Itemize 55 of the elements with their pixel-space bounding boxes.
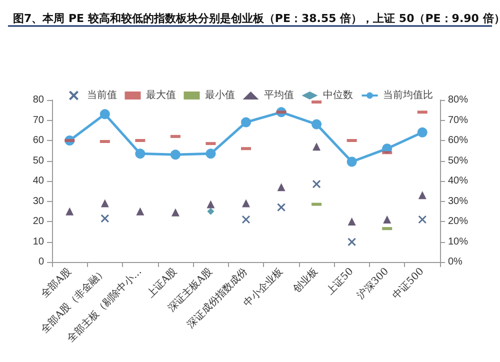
y-tick-label: 0 xyxy=(38,256,44,268)
y-tick-label: 50 xyxy=(32,155,44,166)
point xyxy=(383,215,392,224)
y2-tick-label: 40% xyxy=(448,176,468,186)
y2-tick-label: 30% xyxy=(448,196,468,207)
point xyxy=(135,148,146,159)
point xyxy=(348,218,356,226)
point xyxy=(171,208,180,216)
x-tick-label: 上证50 xyxy=(324,265,356,298)
point xyxy=(418,191,426,200)
point xyxy=(418,215,427,224)
y2-tick-label: 60% xyxy=(448,135,468,146)
point xyxy=(206,148,216,159)
point xyxy=(346,156,357,167)
legend-label: 当前均值比 xyxy=(382,89,433,101)
point xyxy=(241,117,251,128)
point xyxy=(136,207,144,216)
point xyxy=(100,199,109,208)
point xyxy=(277,203,286,212)
y-tick-label: 60 xyxy=(32,135,44,146)
y-tick-label: 10 xyxy=(32,236,44,248)
point xyxy=(170,150,180,160)
legend-label: 平均值 xyxy=(264,89,294,101)
point xyxy=(66,207,74,216)
y2-tick-label: 70% xyxy=(448,114,468,126)
point xyxy=(100,214,110,223)
y2-tick-label: 80% xyxy=(448,94,468,106)
legend-label: 最小值 xyxy=(204,89,235,101)
point xyxy=(100,109,110,120)
point xyxy=(207,208,214,215)
point xyxy=(348,238,356,246)
y2-tick-label: 10% xyxy=(448,236,468,248)
x-tick-label: 中证500 xyxy=(390,265,426,302)
point xyxy=(277,183,286,192)
y2-tick-label: 20% xyxy=(448,216,468,227)
x-tick-label: 创业板 xyxy=(290,265,320,296)
y-tick-label: 30 xyxy=(32,196,44,207)
y-tick-label: 80 xyxy=(32,94,44,106)
legend-label: 当前值 xyxy=(86,89,117,101)
y-tick-label: 40 xyxy=(32,176,44,186)
chart-title: 图7、本周 PE 较高和较低的指数板块分别是创业板（PE：38.55 倍），上证 50（PE：9.90 倍） xyxy=(13,12,500,25)
point xyxy=(242,215,250,224)
y2-tick-label: 50% xyxy=(448,155,468,166)
y-tick-label: 20 xyxy=(32,216,44,227)
point xyxy=(312,142,321,151)
legend-label: 中位数 xyxy=(322,89,353,101)
y2-tick-label: 0% xyxy=(448,256,463,268)
point xyxy=(312,119,322,130)
point xyxy=(206,200,215,208)
point xyxy=(242,199,250,208)
y-tick-label: 70 xyxy=(32,114,44,126)
x-tick-label: 沪深300 xyxy=(354,265,391,302)
point xyxy=(312,180,321,188)
legend-label: 最大值 xyxy=(146,89,176,101)
point xyxy=(417,127,428,138)
